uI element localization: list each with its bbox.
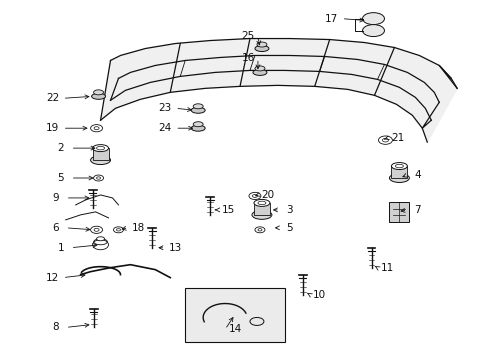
Text: 11: 11 <box>380 263 393 273</box>
Ellipse shape <box>90 125 102 132</box>
Polygon shape <box>101 39 456 142</box>
Ellipse shape <box>254 227 264 233</box>
Ellipse shape <box>90 156 110 165</box>
Text: 6: 6 <box>52 223 59 233</box>
Ellipse shape <box>248 192 261 199</box>
Ellipse shape <box>191 107 205 113</box>
Ellipse shape <box>91 93 105 99</box>
Ellipse shape <box>254 66 264 71</box>
Text: 1: 1 <box>57 243 64 253</box>
Bar <box>92 148 108 160</box>
Text: 12: 12 <box>46 273 59 283</box>
Text: 5: 5 <box>57 173 64 183</box>
Ellipse shape <box>362 13 384 24</box>
Text: 20: 20 <box>261 190 274 200</box>
Text: 25: 25 <box>241 31 254 41</box>
Ellipse shape <box>113 227 123 233</box>
Text: 23: 23 <box>159 103 172 113</box>
Ellipse shape <box>96 237 104 241</box>
Ellipse shape <box>252 69 266 75</box>
Text: 7: 7 <box>413 205 420 215</box>
Ellipse shape <box>251 210 271 219</box>
Text: 3: 3 <box>286 205 292 215</box>
Text: 2: 2 <box>57 143 64 153</box>
Text: 8: 8 <box>52 323 59 332</box>
Bar <box>388 202 408 222</box>
Ellipse shape <box>254 45 268 51</box>
Text: 19: 19 <box>46 123 59 133</box>
Ellipse shape <box>378 136 392 144</box>
Ellipse shape <box>93 175 103 181</box>
Ellipse shape <box>362 24 384 37</box>
Ellipse shape <box>92 145 108 152</box>
Ellipse shape <box>193 122 203 127</box>
Ellipse shape <box>93 90 103 95</box>
Text: 18: 18 <box>132 223 145 233</box>
Bar <box>253 203 269 215</box>
Text: 5: 5 <box>286 223 292 233</box>
Text: 22: 22 <box>46 93 59 103</box>
Ellipse shape <box>256 42 266 47</box>
Text: 15: 15 <box>221 205 234 215</box>
Ellipse shape <box>90 226 102 233</box>
Text: 9: 9 <box>52 193 59 203</box>
Text: 14: 14 <box>228 324 241 334</box>
FancyBboxPatch shape <box>185 288 285 342</box>
Ellipse shape <box>249 318 264 325</box>
Ellipse shape <box>388 174 408 183</box>
Ellipse shape <box>191 125 205 131</box>
Text: 10: 10 <box>312 289 325 300</box>
Ellipse shape <box>390 163 407 170</box>
Text: 16: 16 <box>241 54 254 63</box>
Ellipse shape <box>253 199 269 206</box>
Text: 13: 13 <box>168 243 182 253</box>
Text: 21: 21 <box>390 133 403 143</box>
Text: 17: 17 <box>325 14 338 24</box>
Bar <box>390 166 407 178</box>
Ellipse shape <box>193 104 203 109</box>
Text: 24: 24 <box>159 123 172 133</box>
Text: 4: 4 <box>413 170 420 180</box>
